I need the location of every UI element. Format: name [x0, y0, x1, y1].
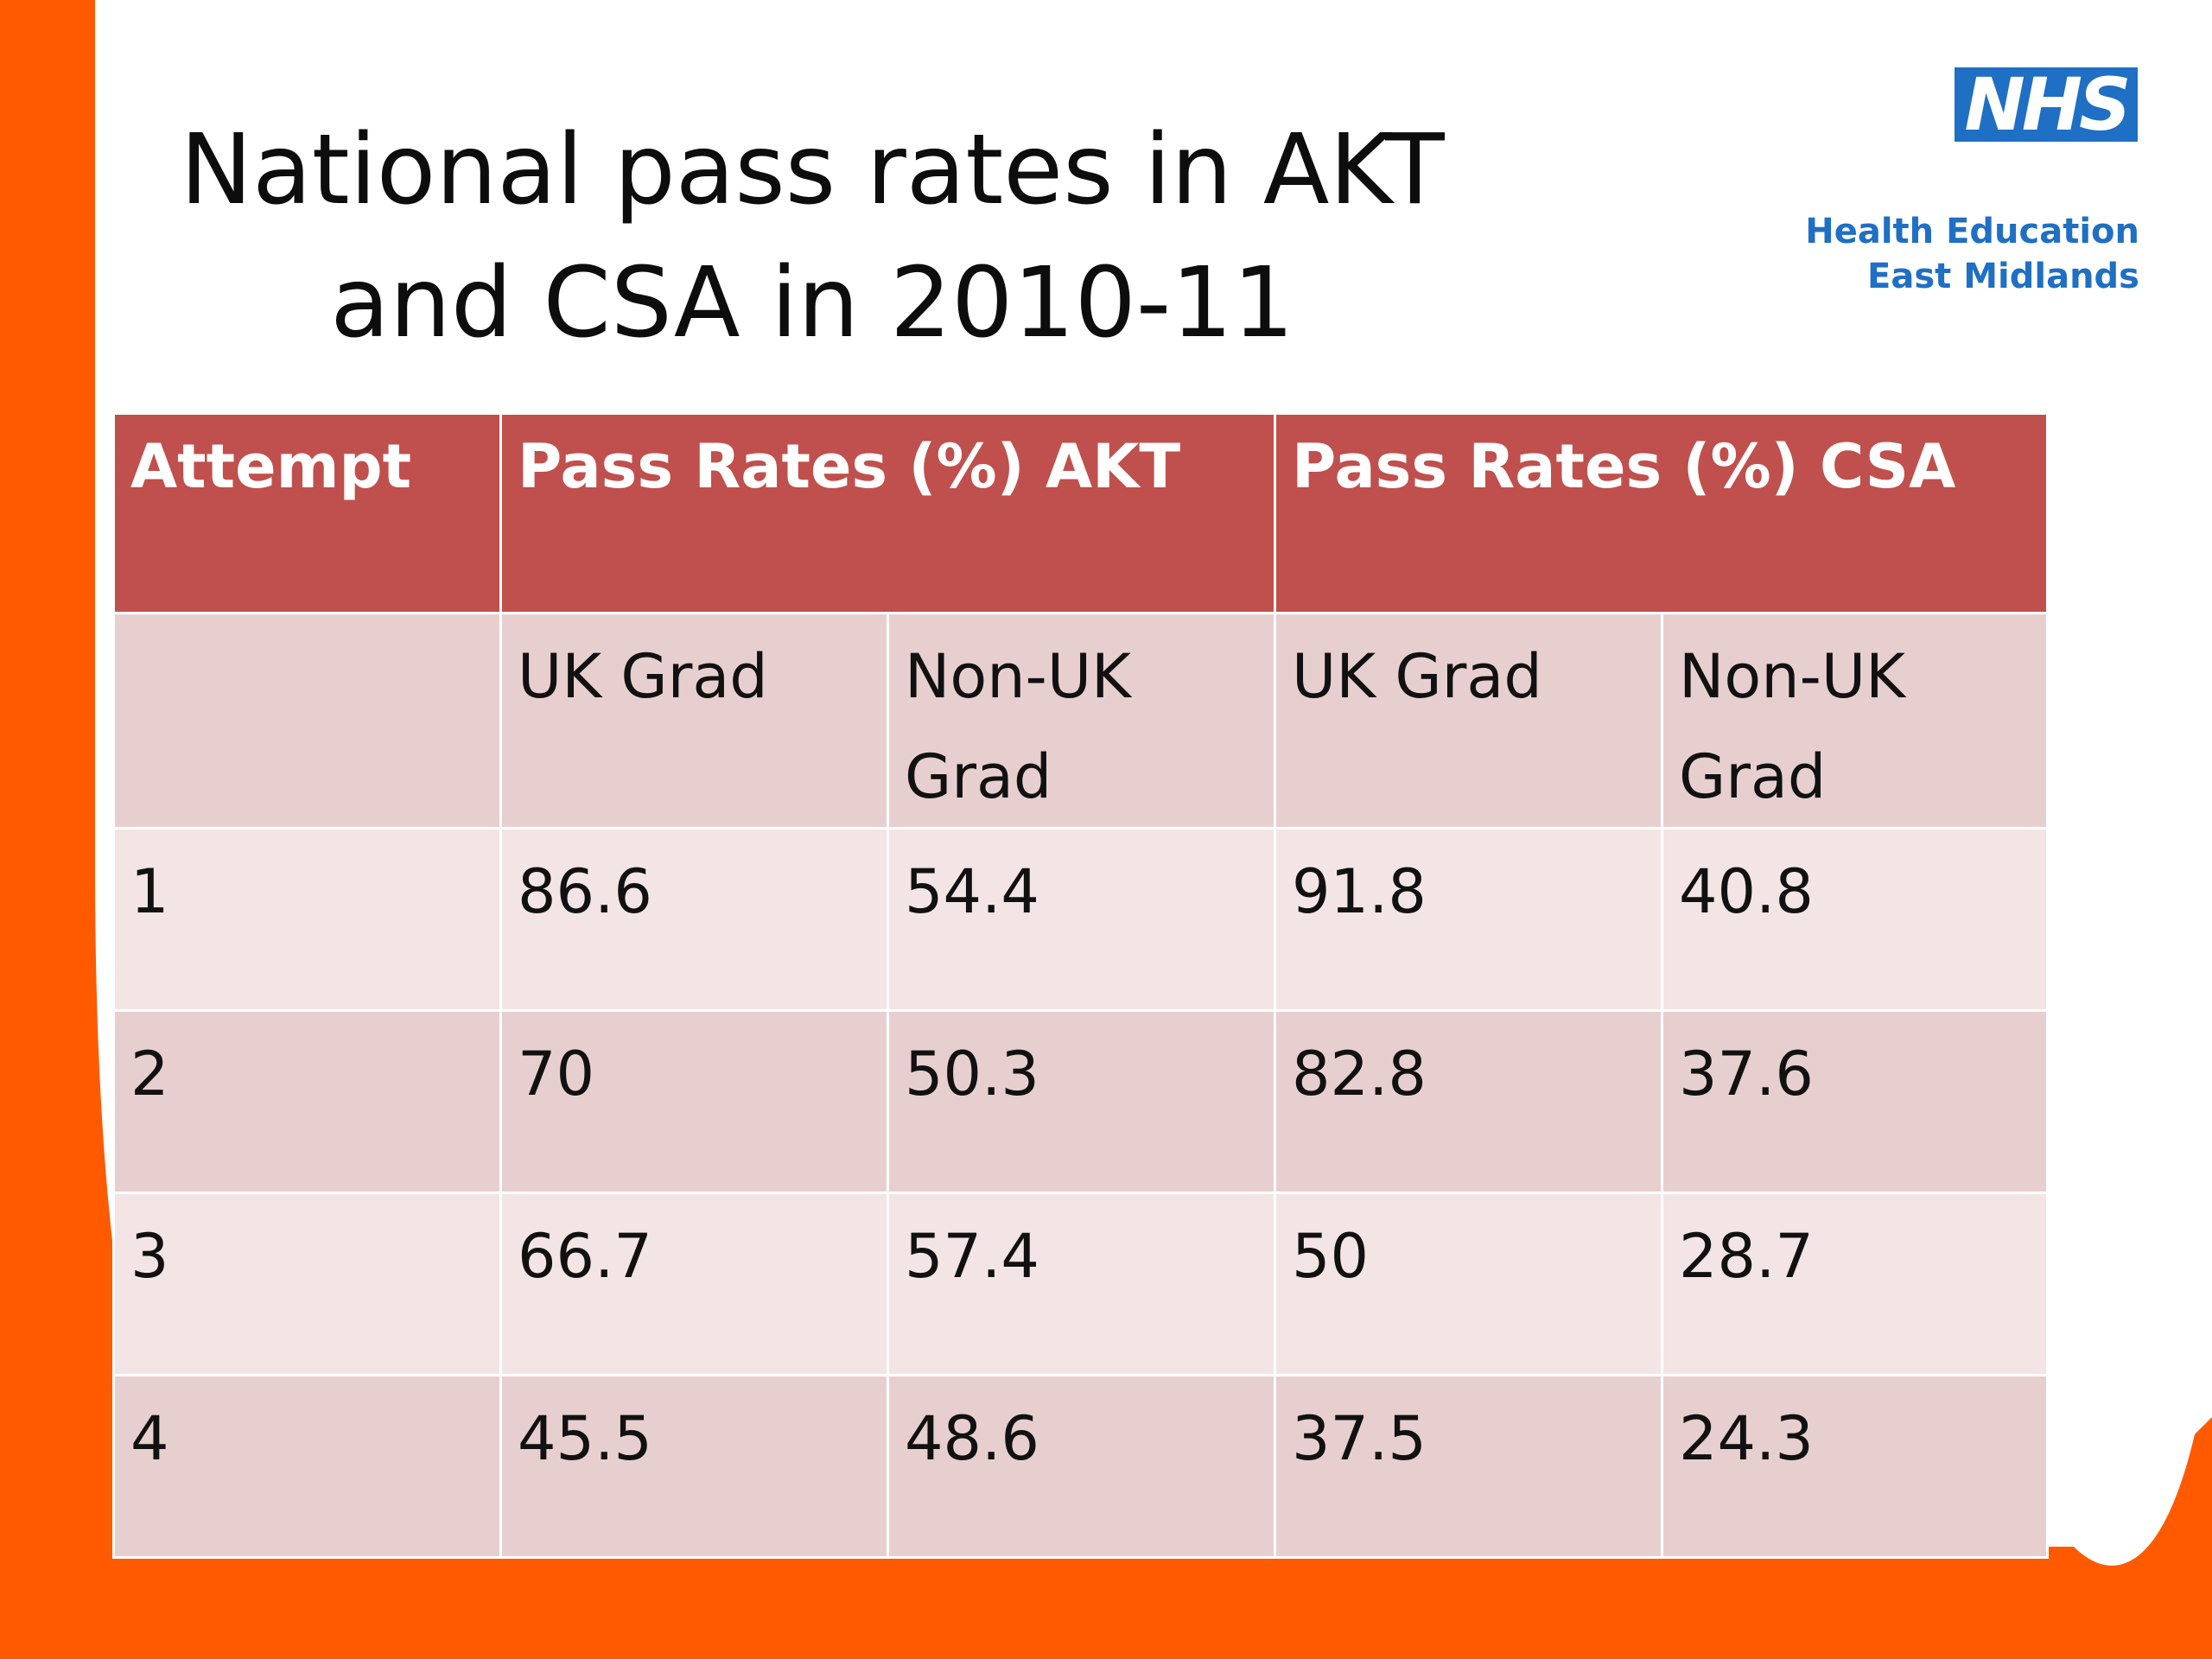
table-cell: 50.3: [886, 1009, 1277, 1194]
table-cell: 40.8: [1661, 827, 2050, 1012]
org-name-line-1: Health Education: [1805, 212, 2139, 251]
table-cell: 3: [112, 1192, 502, 1376]
table-cell: 54.4: [886, 827, 1277, 1012]
header-csa: Pass Rates (%) CSA: [1274, 412, 2050, 614]
table-cell: 1: [112, 827, 502, 1012]
table-row: 4 45.5 48.6 37.5 24.3: [112, 1374, 2050, 1559]
subheader-csa-non-uk-grad: Non-UK Grad: [1661, 612, 2050, 830]
subheader-akt-non-uk-grad: Non-UK Grad: [886, 612, 1277, 830]
table-cell: 70: [499, 1009, 889, 1194]
pass-rates-table: Attempt Pass Rates (%) AKT Pass Rates (%…: [112, 412, 2050, 1559]
table-cell: 66.7: [499, 1192, 889, 1376]
slide-title: National pass rates in AKT and CSA in 20…: [130, 104, 1495, 370]
table-cell: 4: [112, 1374, 502, 1559]
table-cell: 91.8: [1274, 827, 1664, 1012]
table-cell: 37.6: [1661, 1009, 2050, 1194]
title-line-1: National pass rates in AKT: [180, 114, 1445, 226]
table-cell: 28.7: [1661, 1192, 2050, 1376]
table-cell: 24.3: [1661, 1374, 2050, 1559]
table-cell: 50: [1274, 1192, 1664, 1376]
organization-name: Health Education East Midlands: [1805, 209, 2139, 299]
subheader-cell: [112, 612, 502, 830]
table-subheader-row: UK Grad Non-UK Grad UK Grad Non-UK Grad: [112, 612, 2050, 830]
subheader-csa-uk-grad: UK Grad: [1274, 612, 1664, 830]
subheader-akt-uk-grad: UK Grad: [499, 612, 889, 830]
table-cell: 86.6: [499, 827, 889, 1012]
table-cell: 2: [112, 1009, 502, 1194]
org-name-line-2: East Midlands: [1867, 257, 2139, 296]
table-header-row: Attempt Pass Rates (%) AKT Pass Rates (%…: [112, 412, 2050, 614]
table-cell: 37.5: [1274, 1374, 1664, 1559]
table-cell: 57.4: [886, 1192, 1277, 1376]
table-cell: 48.6: [886, 1374, 1277, 1559]
table-cell: 45.5: [499, 1374, 889, 1559]
table-row: 2 70 50.3 82.8 37.6: [112, 1009, 2050, 1194]
table-row: 1 86.6 54.4 91.8 40.8: [112, 827, 2050, 1012]
title-line-2: and CSA in 2010-11: [330, 247, 1294, 359]
nhs-logo: NHS: [1955, 67, 2138, 142]
header-akt: Pass Rates (%) AKT: [499, 412, 1277, 614]
header-attempt: Attempt: [112, 412, 502, 614]
table-row: 3 66.7 57.4 50 28.7: [112, 1192, 2050, 1376]
table-cell: 82.8: [1274, 1009, 1664, 1194]
